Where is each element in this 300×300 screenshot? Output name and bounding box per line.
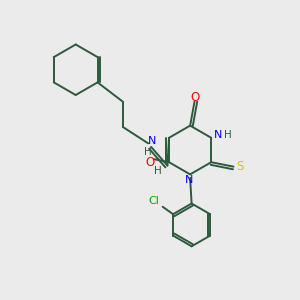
Text: H: H [224, 130, 232, 140]
Text: N: N [184, 175, 193, 185]
Text: S: S [236, 160, 243, 173]
Text: H: H [144, 147, 152, 157]
Text: N: N [214, 130, 222, 140]
Text: H: H [154, 166, 162, 176]
Text: N: N [148, 136, 156, 146]
Text: Cl: Cl [148, 196, 159, 206]
Text: O: O [145, 156, 154, 169]
Text: O: O [190, 91, 199, 104]
